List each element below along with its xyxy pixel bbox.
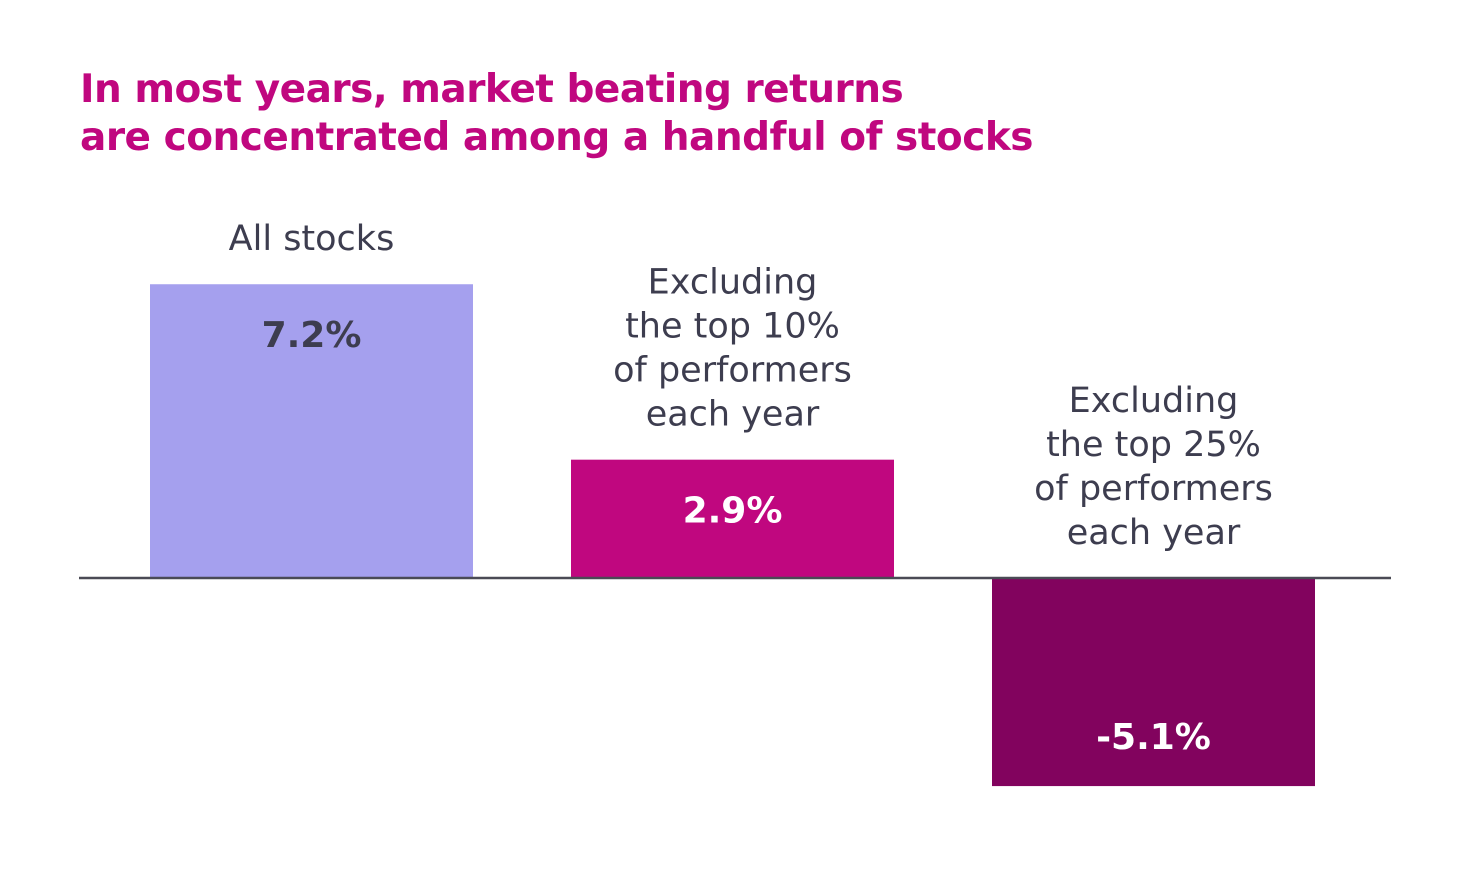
category-label-3-line-3: of performers <box>1034 469 1273 509</box>
bar-1 <box>150 284 473 578</box>
value-label-3: -5.1% <box>1096 717 1211 758</box>
title-line-1: In most years, market beating returns <box>80 67 904 112</box>
category-label-3-line-1: Excluding <box>1069 381 1239 421</box>
value-label-2: 2.9% <box>683 491 783 532</box>
category-label-2-line-3: of performers <box>613 351 852 391</box>
category-label-2-line-1: Excluding <box>648 263 818 303</box>
title-line-2: are concentrated among a handful of stoc… <box>80 115 1033 160</box>
category-label-2-line-2: the top 10% <box>625 307 840 347</box>
category-label-2-line-4: each year <box>646 395 820 435</box>
category-label-3-line-2: the top 25% <box>1046 425 1261 465</box>
bar-3 <box>992 578 1315 787</box>
chart-title: In most years, market beating returns ar… <box>80 66 1033 162</box>
bar-2 <box>571 459 894 578</box>
category-label-3-line-4: each year <box>1067 513 1241 553</box>
category-label-1-line-1: All stocks <box>229 219 395 259</box>
value-label-1: 7.2% <box>262 315 362 356</box>
